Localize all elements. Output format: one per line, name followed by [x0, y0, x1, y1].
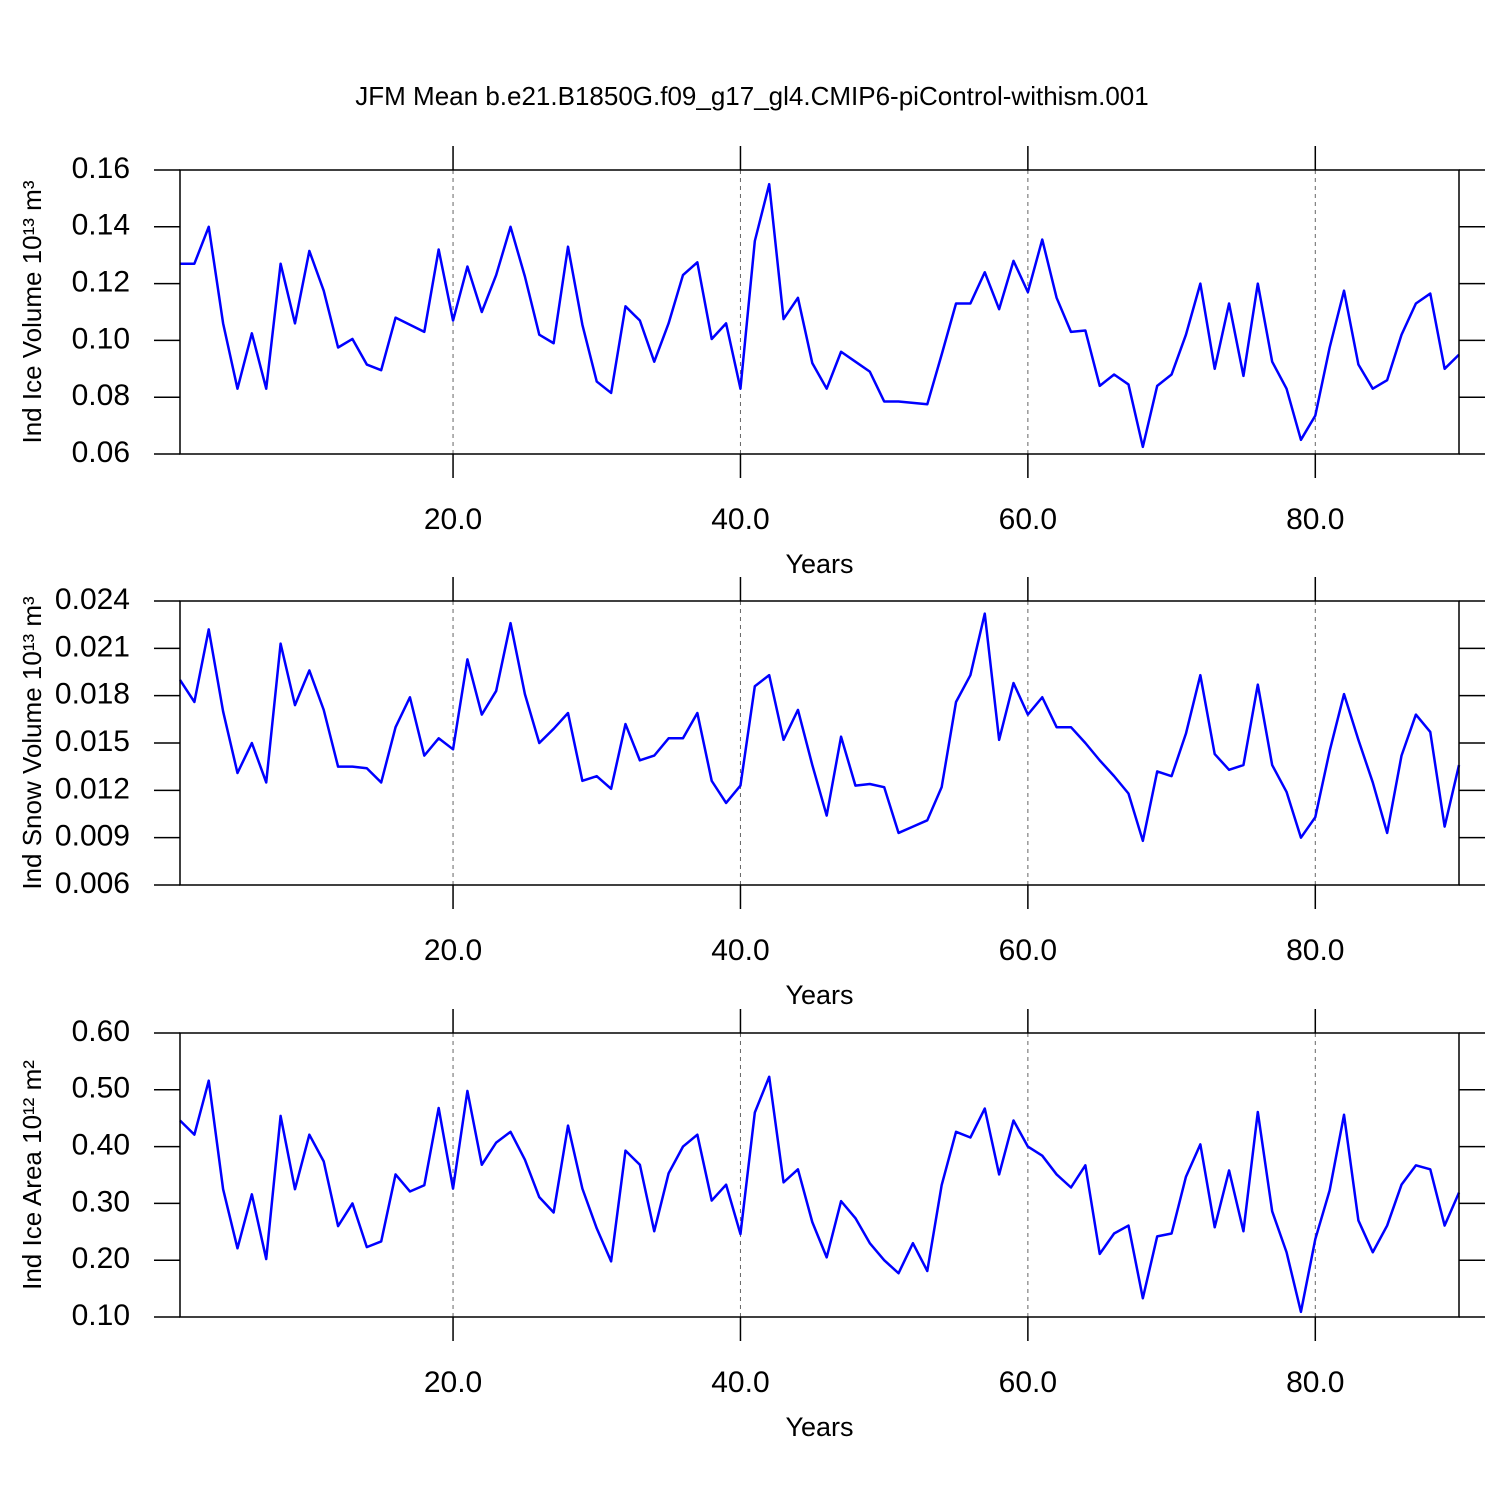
- y-tick-label: 0.30: [72, 1185, 130, 1218]
- y-tick-label: 0.20: [72, 1242, 130, 1275]
- plot-frame: [179, 600, 1460, 886]
- y-tick-label: 0.006: [55, 867, 130, 900]
- x-tick-label: 40.0: [711, 1366, 769, 1399]
- y-axis-label: Ind Ice Volume 10¹³ m³: [17, 180, 47, 443]
- data-line: [179, 1075, 1461, 1314]
- y-axis-label: Ind Snow Volume 10¹³ m³: [17, 596, 47, 890]
- x-tick-label: 60.0: [999, 934, 1057, 967]
- y-tick-label: 0.08: [72, 379, 130, 412]
- x-tick-label: 60.0: [999, 503, 1057, 536]
- x-axis-label: Years: [785, 1412, 853, 1442]
- x-tick-label: 40.0: [711, 503, 769, 536]
- plot-frame: [179, 169, 1460, 455]
- x-tick-label: 20.0: [424, 503, 482, 536]
- y-tick-label: 0.015: [55, 725, 130, 758]
- y-tick-label: 0.021: [55, 630, 130, 663]
- x-axis-label: Years: [785, 549, 853, 579]
- x-tick-label: 20.0: [424, 1366, 482, 1399]
- y-tick-label: 0.024: [55, 583, 130, 616]
- data-line: [178, 612, 1461, 843]
- y-tick-label: 0.14: [72, 209, 130, 242]
- y-tick-label: 0.16: [72, 152, 130, 185]
- x-tick-label: 20.0: [424, 934, 482, 967]
- figure-title: JFM Mean b.e21.B1850G.f09_g17_gl4.CMIP6-…: [355, 81, 1148, 111]
- x-tick-label: 60.0: [999, 1366, 1057, 1399]
- y-tick-label: 0.40: [72, 1129, 130, 1162]
- x-tick-label: 80.0: [1286, 503, 1344, 536]
- y-tick-label: 0.018: [55, 678, 130, 711]
- x-tick-label: 80.0: [1286, 934, 1344, 967]
- x-axis-label: Years: [785, 980, 853, 1010]
- plot-frame: [179, 1032, 1460, 1318]
- y-tick-label: 0.12: [72, 266, 130, 299]
- data-line: [180, 182, 1460, 449]
- y-tick-label: 0.50: [72, 1072, 130, 1105]
- y-tick-label: 0.012: [55, 772, 130, 805]
- y-tick-label: 0.06: [72, 436, 130, 469]
- y-tick-label: 0.009: [55, 820, 130, 853]
- y-tick-label: 0.60: [72, 1015, 130, 1048]
- x-tick-label: 80.0: [1286, 1366, 1344, 1399]
- y-tick-label: 0.10: [72, 1299, 130, 1332]
- x-tick-label: 40.0: [711, 934, 769, 967]
- y-axis-label: Ind Ice Area 10¹² m²: [17, 1060, 47, 1290]
- y-tick-label: 0.10: [72, 322, 130, 355]
